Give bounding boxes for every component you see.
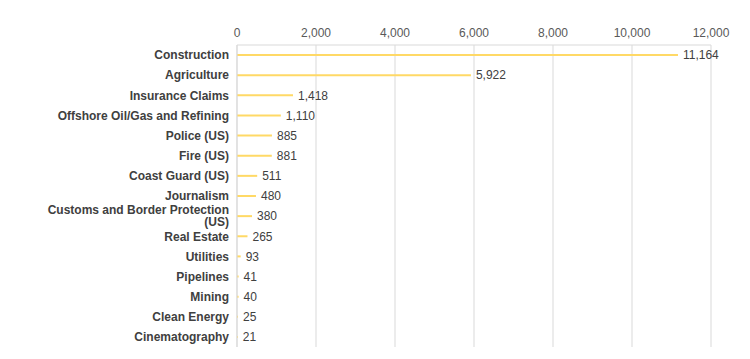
svg-text:Clean Energy: Clean Energy [152,310,229,324]
svg-text:Offshore Oil/Gas and Refining: Offshore Oil/Gas and Refining [58,109,229,123]
svg-text:265: 265 [252,230,272,244]
svg-text:Mining: Mining [190,290,229,304]
svg-text:Fire (US): Fire (US) [179,149,229,163]
svg-text:21: 21 [243,330,257,344]
svg-text:8,000: 8,000 [538,26,568,40]
svg-text:881: 881 [277,149,297,163]
svg-text:Cinematography: Cinematography [134,330,229,344]
svg-text:93: 93 [246,250,260,264]
svg-text:Journalism: Journalism [165,189,229,203]
svg-text:Construction: Construction [154,48,229,62]
svg-text:480: 480 [261,189,281,203]
svg-text:10,000: 10,000 [614,26,651,40]
svg-text:511: 511 [262,169,281,183]
svg-text:Real Estate: Real Estate [164,230,229,244]
svg-text:2,000: 2,000 [301,26,331,40]
svg-text:25: 25 [243,310,257,324]
svg-text:Insurance Claims: Insurance Claims [130,89,230,103]
svg-text:11,164: 11,164 [683,48,719,62]
svg-text:Agriculture: Agriculture [165,68,229,82]
svg-text:1,110: 1,110 [286,109,315,123]
svg-text:Coast Guard (US): Coast Guard (US) [129,169,229,183]
svg-text:0: 0 [234,26,241,40]
svg-text:Utilities: Utilities [186,250,230,264]
svg-text:Customs and Border Protection(: Customs and Border Protection(US) [48,203,229,229]
svg-text:41: 41 [244,270,258,284]
svg-text:5,922: 5,922 [476,68,506,82]
svg-text:12,000: 12,000 [693,26,730,40]
svg-text:6,000: 6,000 [459,26,489,40]
svg-text:885: 885 [277,129,297,143]
svg-text:380: 380 [257,209,277,223]
svg-text:4,000: 4,000 [380,26,410,40]
svg-text:Pipelines: Pipelines [176,270,229,284]
svg-text:1,418: 1,418 [298,89,328,103]
svg-text:Police (US): Police (US) [166,129,229,143]
svg-text:40: 40 [244,290,258,304]
